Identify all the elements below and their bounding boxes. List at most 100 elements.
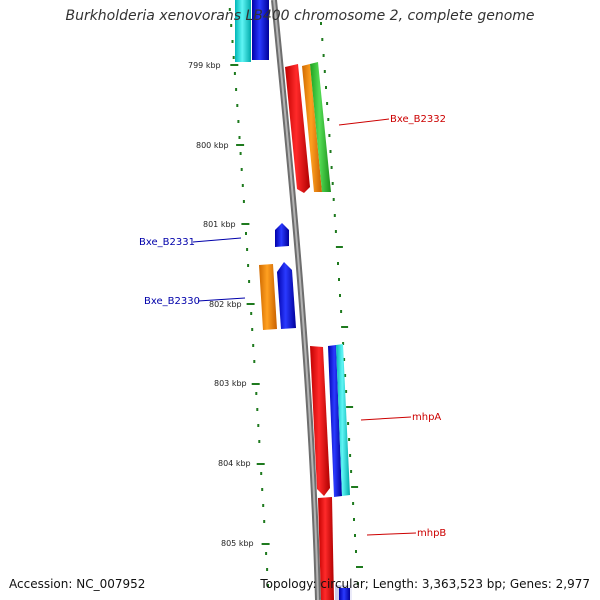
major-tick <box>256 463 265 465</box>
minor-tick <box>242 200 245 203</box>
major-tick <box>251 383 260 385</box>
strand-tick <box>343 358 346 361</box>
map-title: Burkholderia xenovorans LB400 chromosome… <box>65 8 535 24</box>
strand-tick <box>328 134 331 137</box>
gene-arrow-bxe-b2332[interactable] <box>285 64 310 193</box>
ruler-tick-arc <box>228 8 270 587</box>
strand-tick <box>333 214 336 217</box>
gene-arrow-bxe-b2330[interactable] <box>277 262 296 329</box>
minor-tick <box>265 552 268 555</box>
minor-tick <box>267 584 269 587</box>
gene-label-bxe-b2332[interactable]: Bxe_B2332 <box>390 114 446 125</box>
minor-tick <box>247 264 250 267</box>
gene-label-bxe-b2331[interactable]: Bxe_B2331 <box>139 237 195 248</box>
strand-tick <box>352 502 355 505</box>
minor-tick <box>266 568 269 571</box>
minor-tick <box>237 120 240 123</box>
gene-arrow-blue-top[interactable] <box>252 0 269 60</box>
strand-tick <box>334 230 337 233</box>
strand-tick <box>323 70 326 73</box>
ruler-tick-label: 804 kbp <box>218 459 251 468</box>
minor-tick <box>251 328 254 331</box>
major-tick <box>246 303 255 305</box>
strand-tick <box>340 310 343 313</box>
minor-tick <box>241 184 244 187</box>
minor-tick <box>246 248 249 251</box>
strand-tick <box>348 438 351 441</box>
strand-tick <box>322 54 325 57</box>
strand-tick <box>338 278 340 281</box>
gene-arrow-blue-bottom[interactable] <box>339 588 350 600</box>
strand-tick <box>349 454 352 457</box>
strand-tick <box>329 150 332 153</box>
minor-tick <box>236 104 239 107</box>
gene-label-leaders <box>192 118 417 536</box>
strand-tick <box>326 102 329 105</box>
strand-tick <box>347 422 350 425</box>
minor-tick <box>255 392 258 395</box>
strand-tick <box>354 534 356 537</box>
topology-text: Topology: circular; Length: 3,363,523 bp… <box>260 577 590 591</box>
minor-tick <box>252 344 255 347</box>
minor-tick <box>261 488 264 491</box>
minor-tick <box>253 360 256 363</box>
strand-tick <box>346 406 354 408</box>
strand-tick <box>332 198 335 201</box>
gene-arrow-blue-mhpa[interactable] <box>328 345 342 497</box>
ruler-tick-label: 805 kbp <box>221 539 254 548</box>
minor-tick <box>235 88 238 91</box>
gene-arrow-orange[interactable] <box>302 64 322 192</box>
strand-tick <box>356 582 359 585</box>
gene-arrow-cyan-top[interactable] <box>235 0 251 62</box>
minor-tick <box>239 152 242 155</box>
ruler-tick-label: 802 kbp <box>209 300 242 309</box>
minor-tick <box>257 424 260 427</box>
gene-label-mhpb[interactable]: mhpB <box>417 528 446 539</box>
accession-text: Accession: NC_007952 <box>9 577 146 591</box>
gene-label-bxe-b2330[interactable]: Bxe_B2330 <box>144 296 200 307</box>
major-tick <box>261 543 270 545</box>
gene-labels: Bxe_B2332 Bxe_B2331 Bxe_B2330 mhpA mhpB <box>139 114 446 539</box>
minor-tick <box>248 280 251 283</box>
ruler-tick-label: 799 kbp <box>188 61 221 70</box>
strand-tick <box>320 22 322 25</box>
strand-tick <box>325 86 327 89</box>
strand-tick <box>321 38 324 41</box>
gene-arrow-green[interactable] <box>310 62 331 192</box>
minor-tick <box>262 504 265 507</box>
major-tick <box>241 223 250 225</box>
gene-label-mhpa[interactable]: mhpA <box>412 412 441 423</box>
gene-arrow-cyan-mhpa[interactable] <box>336 344 350 496</box>
strand-tick <box>345 390 348 393</box>
gene-arrow-orange-b2330[interactable] <box>259 264 277 330</box>
ruler-labels: 799 kbp 800 kbp 801 kbp 802 kbp 803 kbp … <box>188 61 254 548</box>
strand-tick <box>337 262 339 265</box>
ruler-tick-label: 801 kbp <box>203 220 236 229</box>
gene-arrow-bxe-b2331[interactable] <box>275 223 289 247</box>
major-tick <box>230 64 239 66</box>
minor-tick <box>256 408 259 411</box>
minor-tick <box>230 24 233 27</box>
ruler-tick-label: 803 kbp <box>214 379 247 388</box>
strand-tick <box>351 486 359 488</box>
gene-arrow-mhpb[interactable] <box>318 497 334 600</box>
minor-tick <box>238 136 241 139</box>
strand-tick <box>342 342 345 345</box>
strand-tick <box>344 374 347 377</box>
ruler-tick-label: 800 kbp <box>196 141 229 150</box>
minor-tick <box>260 472 263 475</box>
major-tick <box>236 144 245 146</box>
minor-tick <box>250 312 253 315</box>
strand-tick <box>339 294 341 297</box>
minor-tick <box>258 440 261 443</box>
minor-tick <box>240 168 243 171</box>
strand-tick <box>350 470 353 473</box>
minor-tick <box>231 40 234 43</box>
strand-tick <box>356 566 363 568</box>
minor-tick <box>245 232 247 235</box>
strand-tick <box>327 118 330 121</box>
strand-tick <box>355 550 357 553</box>
gene-arrow-mhpa[interactable] <box>310 346 330 496</box>
strand-tick <box>353 518 355 521</box>
